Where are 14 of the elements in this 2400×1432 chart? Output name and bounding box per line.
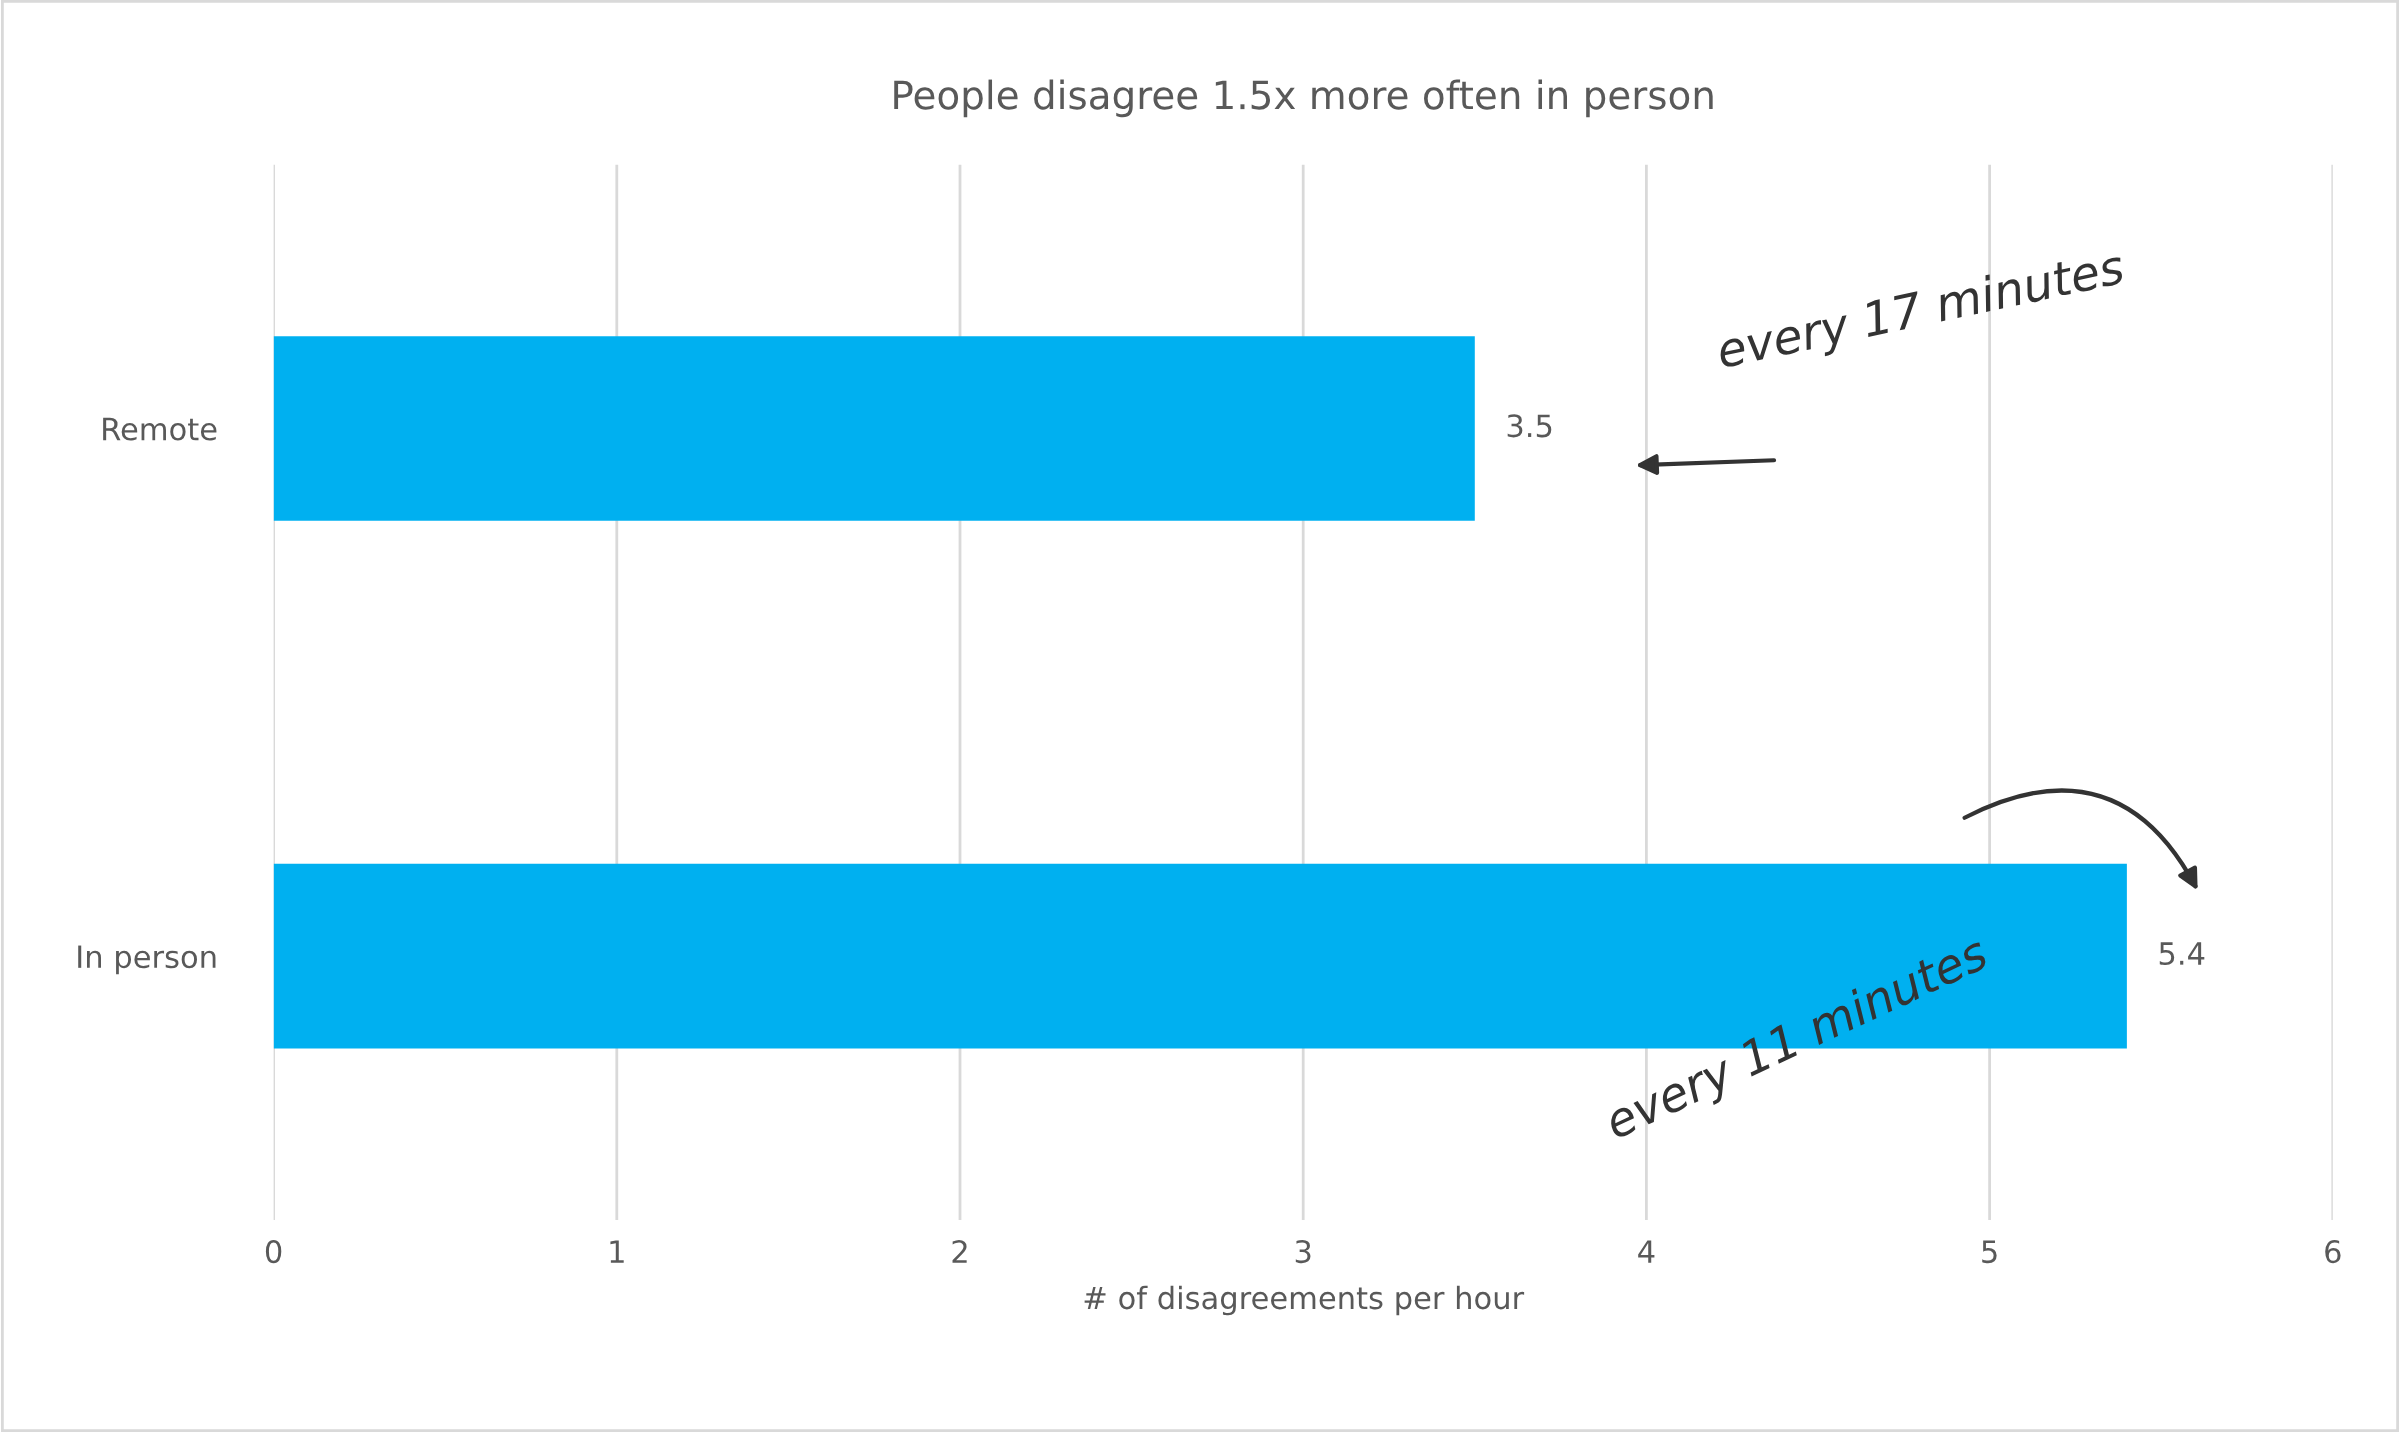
data-label: 5.4 (2159, 942, 2205, 966)
x-tick-label: 3 (1295, 1240, 1311, 1264)
x-tick-label: 6 (2325, 1240, 2341, 1264)
y-tick-label: Remote (103, 417, 217, 441)
annotation: every 17 minutes (1715, 247, 2128, 378)
x-tick-label: 0 (265, 1240, 282, 1264)
x-tick-label: 5 (1982, 1240, 1997, 1264)
data-label: 3.5 (1507, 414, 1552, 438)
chart-title: People disagree 1.5x more often in person (894, 79, 1713, 118)
x-tick-label: 1 (610, 1240, 624, 1263)
x-tick-label: 2 (952, 1240, 967, 1263)
x-axis-title: # of disagreements per hour (1084, 1285, 1525, 1316)
y-tick-label: In person (78, 945, 216, 975)
x-tick-label: 4 (1638, 1240, 1655, 1263)
